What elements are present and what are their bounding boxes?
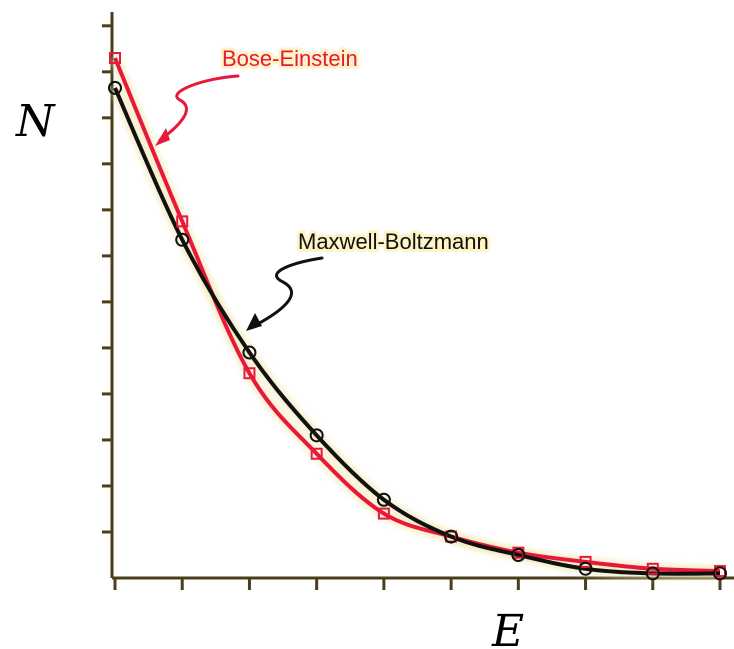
bose-einstein-glow xyxy=(110,56,721,577)
maxwell-boltzmann-point xyxy=(376,492,391,507)
bose-einstein-point xyxy=(310,447,323,460)
annotation-layer: Bose-Einstein Maxwell-Boltzmann xyxy=(155,43,492,331)
bose-einstein-point xyxy=(109,52,121,65)
maxwell-boltzmann-point xyxy=(309,428,324,443)
series-layer xyxy=(108,52,727,581)
x-axis-label: E xyxy=(491,606,524,649)
maxwell-boltzmann-point xyxy=(578,561,593,576)
maxwell-boltzmann-point xyxy=(713,566,727,581)
maxwell-boltzmann-point xyxy=(511,547,526,562)
y-axis-label: N xyxy=(15,96,56,147)
maxwell-boltzmann-point xyxy=(175,232,190,247)
maxwell-boltzmann-annotation: Maxwell-Boltzmann xyxy=(298,229,489,254)
axes xyxy=(102,12,734,590)
maxwell-boltzmann-point xyxy=(108,80,122,95)
maxwell-boltzmann-point xyxy=(242,345,257,360)
bose-einstein-line xyxy=(113,57,721,574)
bose-einstein-point xyxy=(243,367,256,380)
bose-einstein-point xyxy=(579,555,592,568)
bose-einstein-point xyxy=(176,215,189,228)
maxwell-boltzmann-glow xyxy=(110,85,721,579)
maxwell-boltzmann-arrow xyxy=(252,256,324,328)
maxwell-boltzmann-line xyxy=(113,87,721,576)
bose-einstein-arrow xyxy=(158,74,240,142)
bose-einstein-point xyxy=(377,507,390,520)
maxwell-boltzmann-point xyxy=(444,529,459,544)
x-ticks xyxy=(113,578,722,590)
maxwell-boltzmann-arrowhead xyxy=(246,313,262,331)
y-ticks xyxy=(102,24,112,534)
bose-einstein-arrowhead xyxy=(155,128,170,146)
maxwell-boltzmann-point xyxy=(645,566,660,581)
bose-einstein-annotation: Bose-Einstein xyxy=(222,46,358,71)
